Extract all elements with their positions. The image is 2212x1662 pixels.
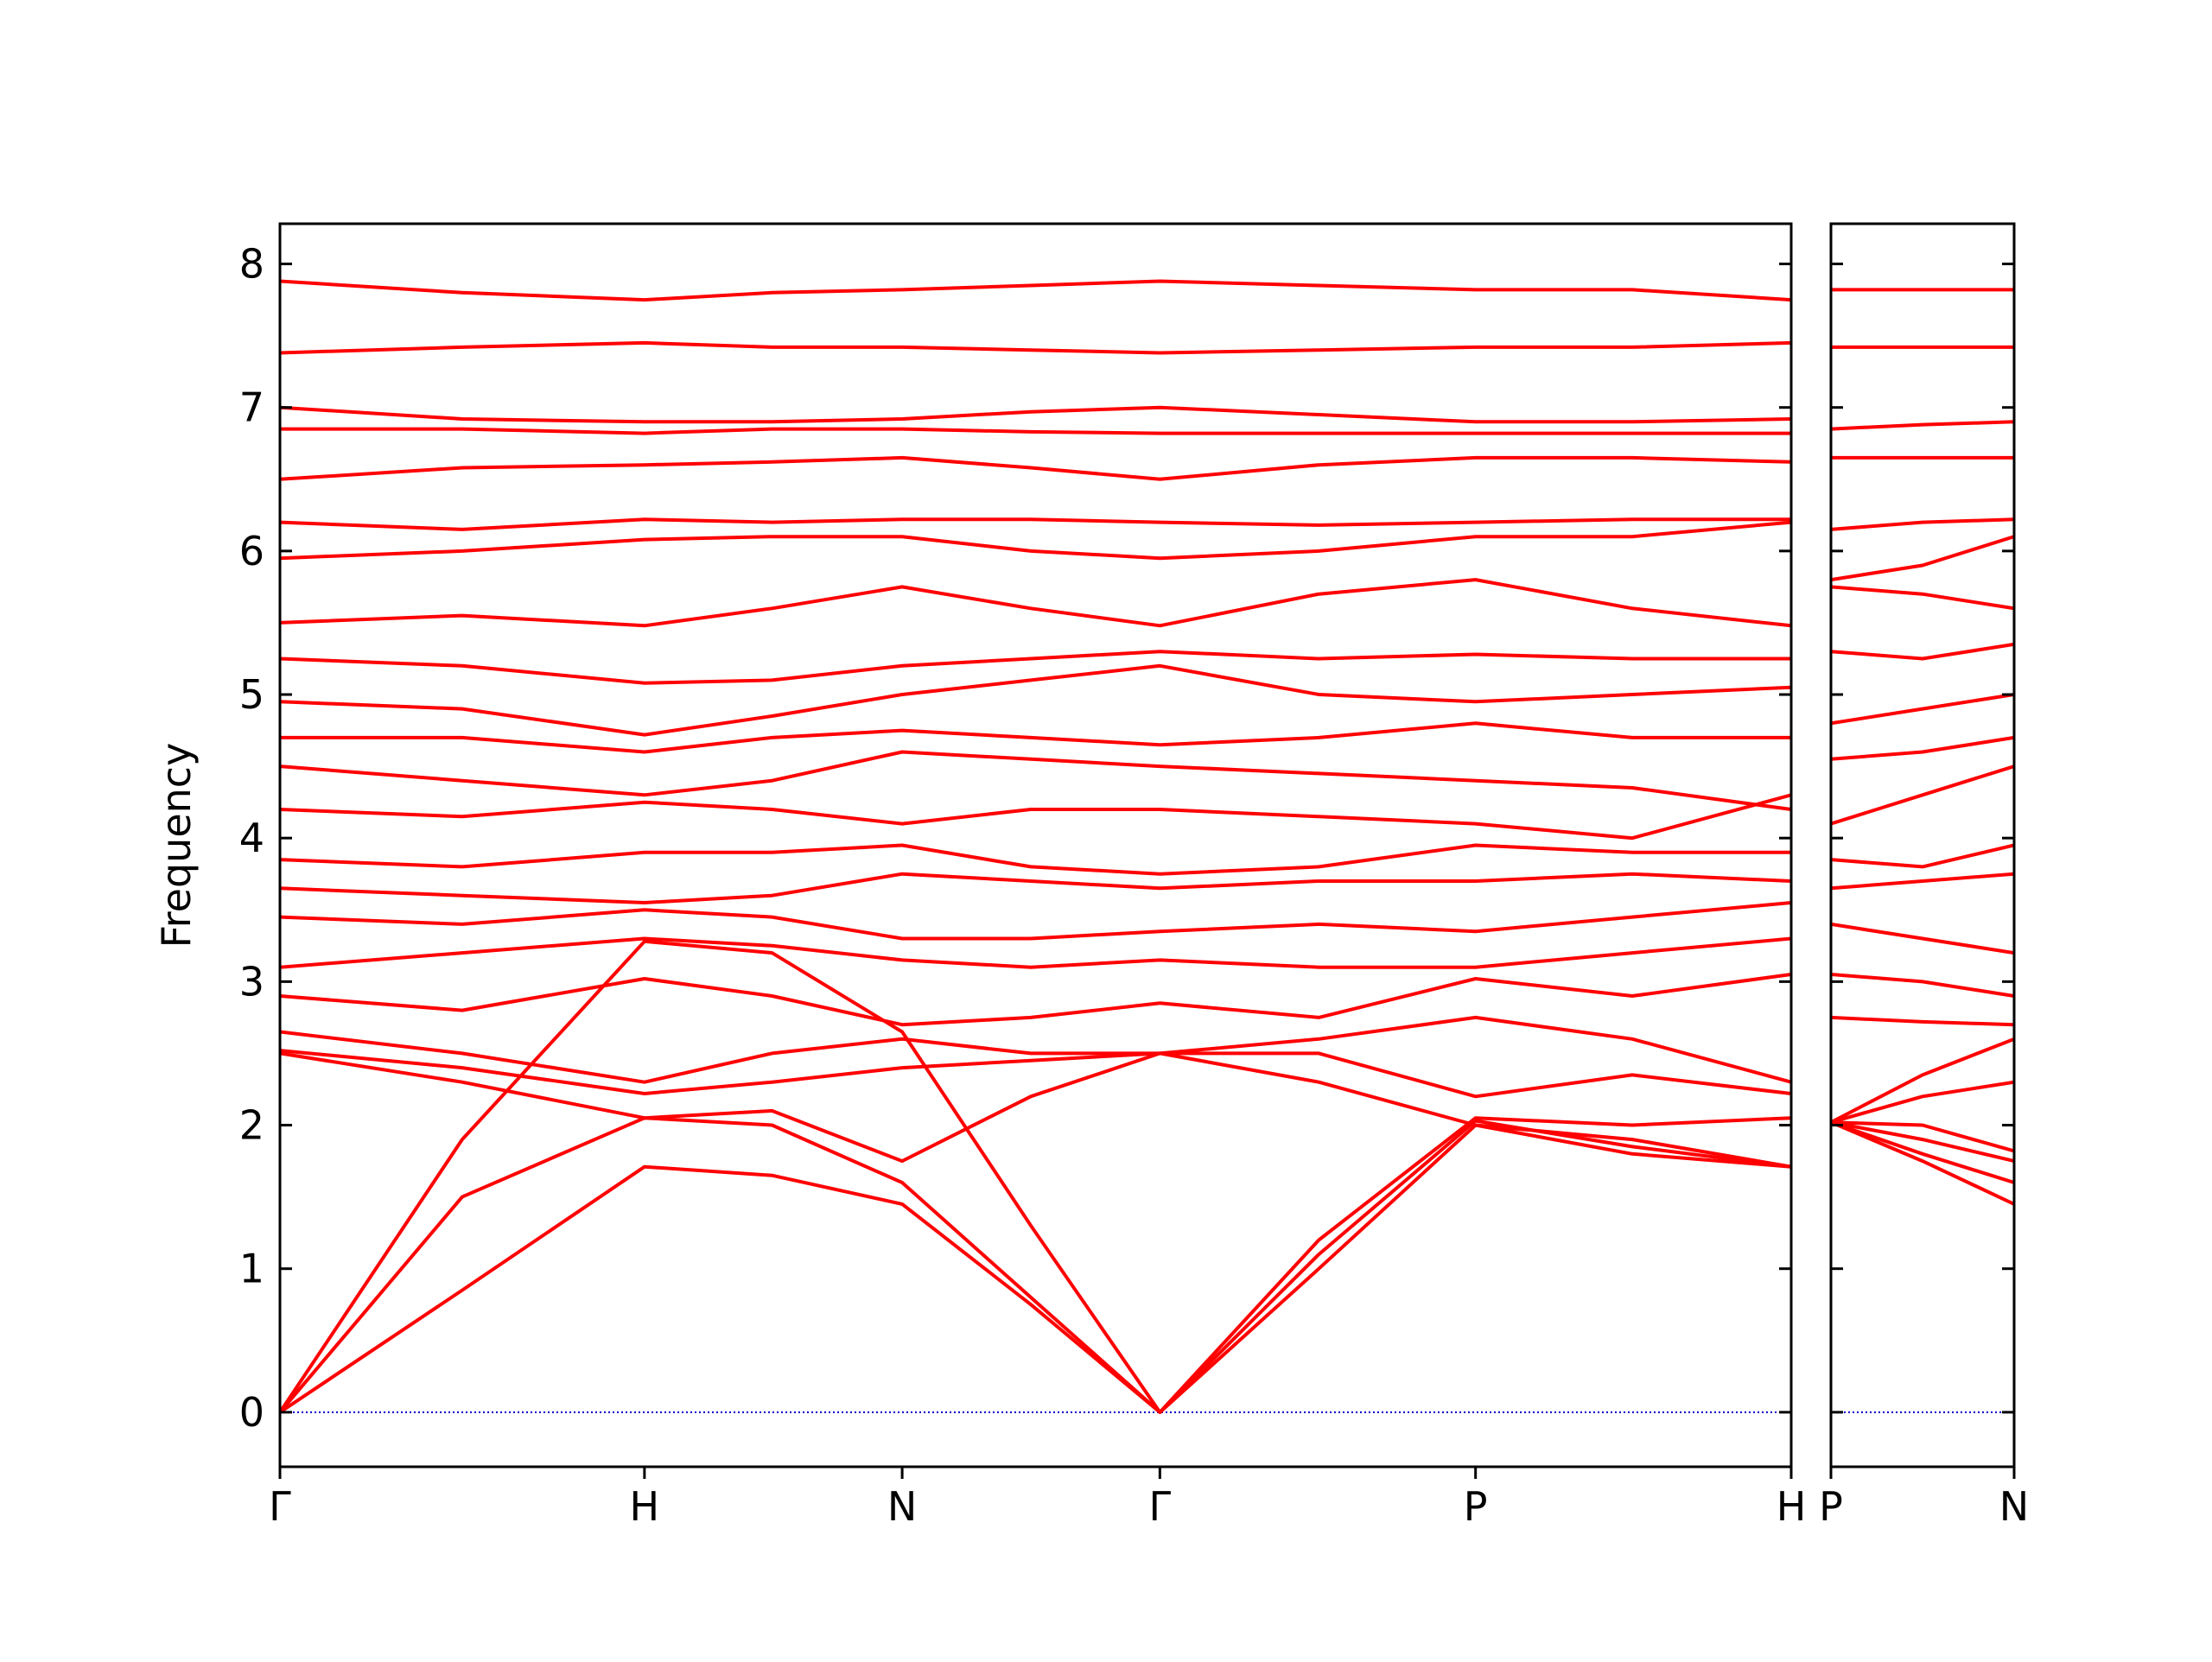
band-line (280, 721, 1791, 754)
band-line (280, 340, 1791, 355)
band-line (1831, 517, 2014, 531)
y-tick-label: 1 (239, 1246, 264, 1292)
band-line (280, 1123, 1791, 1414)
band-line (1831, 1080, 2014, 1125)
band-line (280, 901, 1791, 941)
y-tick-label: 2 (239, 1102, 264, 1149)
band-line (1831, 642, 2014, 661)
band-line (1831, 1120, 2014, 1206)
x-tick-label: P (1819, 1483, 1843, 1530)
band-line (1831, 1120, 2014, 1164)
plot-area (1831, 288, 2014, 1413)
band-line (280, 455, 1791, 481)
band-line (280, 520, 1791, 561)
band-line (1831, 585, 2014, 611)
x-tick-label: H (630, 1483, 660, 1530)
band-line (280, 872, 1791, 904)
y-tick-label: 0 (239, 1389, 264, 1436)
band-line (1831, 1120, 2014, 1184)
band-line (280, 427, 1791, 435)
band-line (280, 517, 1791, 531)
band-line (280, 1051, 1791, 1169)
panel: 0 1 2 3 4 5 6 7 8 Γ H N Γ P H Frequency (153, 222, 1807, 1530)
x-tick-label: Γ (1149, 1483, 1172, 1530)
band-line (280, 663, 1791, 737)
band-line (280, 1015, 1791, 1084)
band-line (1831, 1037, 2014, 1124)
band-line (280, 750, 1791, 811)
x-tick-label: N (1999, 1483, 2029, 1530)
band-line (1831, 764, 2014, 826)
band-line (280, 1049, 1791, 1099)
band-line (280, 1116, 1791, 1414)
y-axis-label: Frequency (153, 743, 200, 948)
plot-area (280, 279, 1791, 1414)
band-line (1831, 693, 2014, 726)
axes-frame (278, 222, 1793, 1469)
band-line (280, 973, 1791, 1027)
band-line (1831, 735, 2014, 761)
band-line (1831, 843, 2014, 869)
band-line (280, 650, 1791, 685)
band-line (280, 793, 1791, 841)
x-tick-label: Γ (269, 1483, 291, 1530)
x-tick-label: H (1777, 1483, 1807, 1530)
x-tick-label: P (1464, 1483, 1488, 1530)
x-tick-label: N (887, 1483, 917, 1530)
axes-frame (1829, 222, 2016, 1469)
y-tick-label: 7 (239, 384, 264, 431)
band-line (280, 405, 1791, 424)
band-line (280, 936, 1791, 969)
band-line (280, 279, 1791, 302)
band-line (1831, 973, 2014, 998)
band-line (1831, 1015, 2014, 1027)
y-tick-label: 6 (239, 528, 264, 574)
y-tick-label: 8 (239, 241, 264, 288)
band-line (1831, 535, 2014, 582)
band-line (1831, 420, 2014, 431)
band-line (1831, 922, 2014, 955)
band-line (1831, 872, 2014, 891)
band-line (280, 843, 1791, 876)
y-tick-label: 4 (239, 815, 264, 861)
y-tick-label: 3 (239, 958, 264, 1005)
band-line (1831, 1120, 2014, 1153)
y-tick-label: 5 (239, 671, 264, 718)
band-line (280, 578, 1791, 628)
